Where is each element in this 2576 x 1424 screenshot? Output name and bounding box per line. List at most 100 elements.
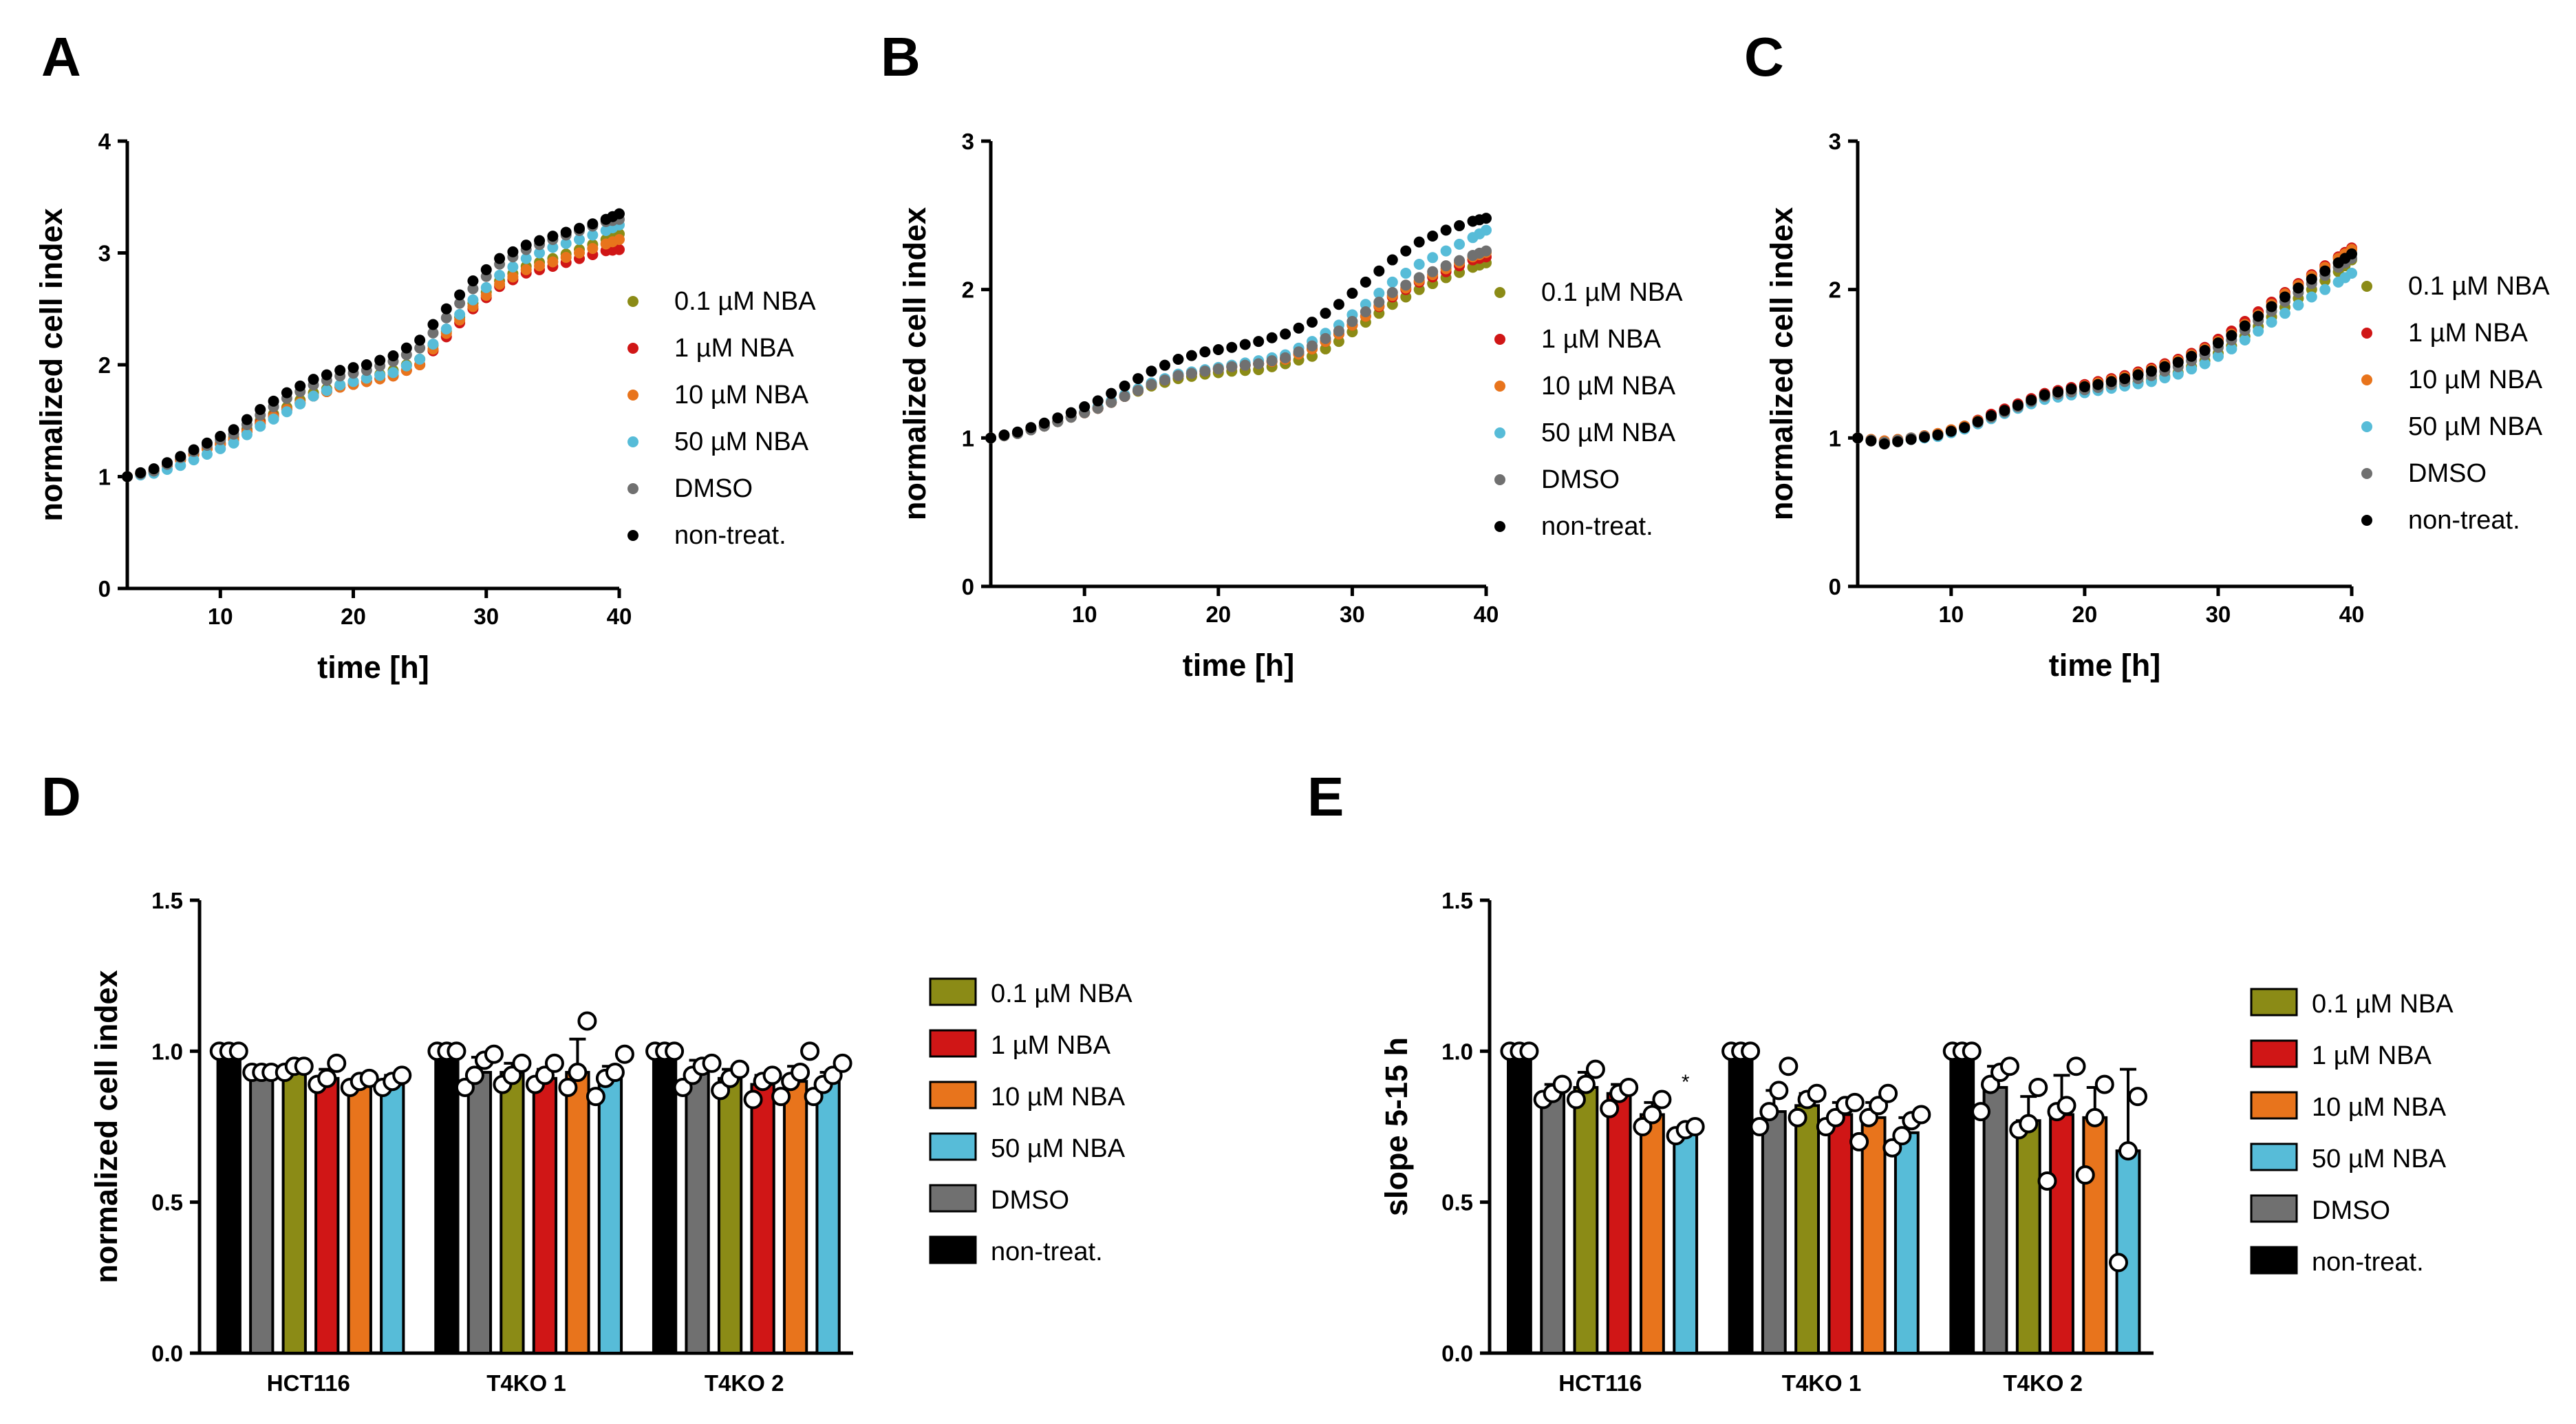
data-point (1400, 267, 1412, 279)
legend-marker (2361, 421, 2372, 432)
data-point (2212, 350, 2224, 362)
panel-letter-e: E (1307, 766, 1344, 827)
data-point (614, 208, 625, 220)
data-point (2226, 330, 2237, 341)
data-point (135, 467, 147, 478)
data-point (1413, 272, 1425, 284)
category-label-t4ko-2: T4KO 2 (705, 1370, 784, 1396)
data-point (1440, 245, 1452, 257)
data-point (2145, 365, 2157, 377)
replicate-point (762, 1065, 782, 1085)
legend-marker (627, 530, 638, 541)
data-point (440, 323, 452, 334)
data-point (374, 370, 386, 381)
panel-a: 0 1 2 3 4 10 20 30 40 time [h] normalized cell ind… (34, 129, 816, 685)
data-point (1440, 260, 1452, 272)
data-point (480, 264, 492, 275)
y-tick-label: 1.0 (1441, 1039, 1473, 1064)
data-point (507, 271, 519, 283)
category-label-t4ko-1: T4KO 1 (1782, 1370, 1862, 1396)
data-point (2199, 358, 2211, 370)
data-point (387, 367, 399, 379)
data-point (1320, 308, 1331, 319)
data-point (1481, 224, 1492, 236)
replicate-point (1911, 1105, 1931, 1125)
replicate-point (2128, 1087, 2148, 1107)
y-tick-label: 3 (98, 241, 111, 266)
data-point (480, 290, 492, 301)
category-label-t4ko-1: T4KO 1 (486, 1370, 566, 1396)
legend-label-0-1-um-nba: 0.1 µM NBA (2312, 990, 2454, 1019)
bar-50-um-nba-t4ko-1 (597, 1076, 623, 1355)
data-point (308, 390, 319, 402)
bar-non-treat-t4ko-2 (1949, 1050, 1975, 1355)
replicate-point (1685, 1117, 1705, 1136)
legend-swatch (929, 1184, 977, 1213)
data-point (454, 297, 466, 309)
data-point (2186, 363, 2198, 375)
data-point (2079, 381, 2090, 392)
data-point (175, 460, 186, 471)
data-point (2226, 343, 2237, 354)
legend-label-dmso: DMSO (991, 1186, 1069, 1215)
panel-letter-b: B (881, 26, 921, 87)
data-point (1386, 276, 1398, 288)
bar-0-1-um-nba-t4ko-1 (1794, 1104, 1820, 1354)
data-point (1852, 432, 1863, 444)
data-point (1293, 346, 1305, 358)
bar-dmso-t4ko-1 (1761, 1110, 1787, 1354)
category-label-t4ko-2: T4KO 2 (2003, 1370, 2083, 1396)
data-point (241, 414, 253, 425)
data-point (547, 256, 559, 268)
y-tick-label: 3 (962, 129, 974, 154)
y-tick-label: 1.5 (1441, 888, 1473, 913)
bar-0-1-um-nba-t4ko-2 (2015, 1119, 2041, 1355)
bar-50-um-nba-t4ko-2 (815, 1080, 841, 1354)
legend-label-50-um-nba: 50 µM NBA (2408, 412, 2543, 441)
legend-marker (627, 436, 638, 447)
x-tick-label: 10 (1938, 602, 1964, 627)
data-point (560, 252, 572, 263)
significance-annotation: * (1682, 1071, 1690, 1094)
replicate-point (605, 1063, 625, 1083)
data-point (1878, 438, 1890, 449)
replicate-point (730, 1059, 750, 1079)
legend-label-0-1-um-nba: 0.1 µM NBA (674, 287, 816, 316)
replicate-point (1633, 1117, 1653, 1136)
legend-label-50-um-nba: 50 µM NBA (674, 427, 809, 456)
replicate-point (1750, 1117, 1770, 1136)
bar-50-um-nba-t4ko-2 (2115, 1149, 2141, 1355)
replicate-point (392, 1065, 412, 1085)
data-point (188, 454, 200, 466)
data-point (534, 235, 546, 246)
replicate-point (455, 1077, 475, 1097)
data-point (228, 437, 239, 449)
legend-swatch (929, 1081, 977, 1109)
data-point (494, 253, 506, 264)
bar-1-um-nba-hct116 (1606, 1092, 1632, 1355)
data-point (1226, 361, 1238, 372)
data-point (480, 281, 492, 293)
data-point (1427, 252, 1439, 264)
y-tick-label: 1.0 (151, 1039, 183, 1064)
bar-50-um-nba-hct116 (380, 1083, 405, 1354)
data-point (347, 376, 359, 387)
y-tick-label: 2 (1829, 277, 1841, 303)
legend-swatch (929, 1132, 977, 1161)
legend-marker (2361, 374, 2372, 385)
data-point (1427, 266, 1439, 277)
legend-label-dmso: DMSO (2312, 1196, 2390, 1225)
data-point (1320, 332, 1331, 344)
replicate-point (771, 1087, 791, 1107)
data-point (1239, 339, 1251, 350)
legend-marker (2361, 281, 2372, 292)
legend-label-0-1-um-nba: 0.1 µM NBA (991, 979, 1133, 1008)
replicate-point (2000, 1056, 2020, 1076)
y-axis-title: slope 5-15 h (1379, 1037, 1414, 1216)
data-point (2039, 389, 2050, 401)
data-point (1106, 387, 1117, 399)
legend-swatch (929, 1235, 977, 1264)
x-tick-label: 30 (473, 604, 499, 629)
legend-label-10-um-nba: 10 µM NBA (2312, 1093, 2447, 1122)
replicate-point (702, 1053, 722, 1073)
